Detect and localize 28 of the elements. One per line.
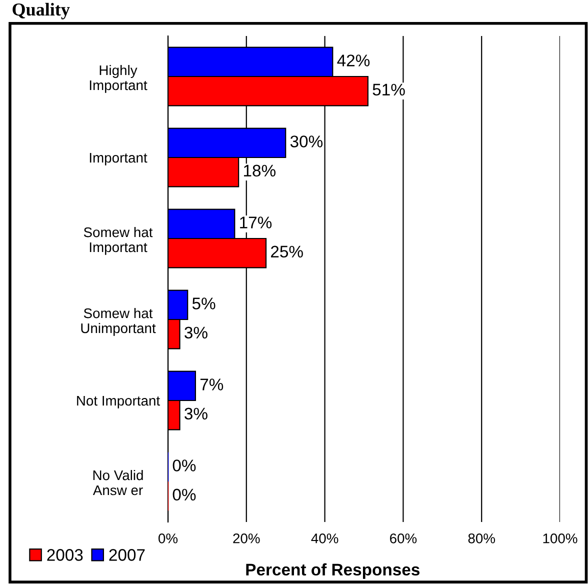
data-label: 18% [244, 164, 276, 177]
x-tick-label: 80% [468, 533, 496, 544]
x-axis-title: Percent of Responses [246, 563, 420, 579]
data-label: 25% [271, 246, 303, 258]
y-tick-label: Important [90, 152, 148, 166]
data-label: 42% [337, 54, 370, 66]
data-label: 51% [372, 84, 405, 96]
x-tick-label: 60% [390, 533, 417, 544]
data-label: 7% [200, 378, 224, 390]
y-tick-label: Somew hat Important [84, 226, 153, 255]
y-tick-label: Not Important [77, 396, 160, 408]
data-label: 3% [184, 326, 208, 339]
x-tick-label: 40% [311, 533, 338, 544]
data-label: 3% [184, 408, 208, 420]
chart-title: Quality [12, 2, 70, 20]
x-tick-label: 0% [158, 533, 178, 544]
data-label: 17% [240, 216, 272, 228]
y-tick-label: No Valid Answ er [92, 470, 143, 496]
data-label: 5% [192, 298, 216, 310]
data-label: 0% [172, 488, 196, 501]
legend-label: 2003 [47, 549, 83, 561]
data-label: 30% [290, 136, 323, 148]
y-tick-label: Highly Important [90, 64, 148, 93]
x-tick-label: 100% [543, 533, 578, 544]
legend-label: 2007 [109, 549, 145, 561]
y-tick-label: Somew hat Unimportant [81, 308, 156, 336]
data-label: 0% [172, 460, 196, 472]
x-tick-label: 20% [233, 533, 260, 544]
